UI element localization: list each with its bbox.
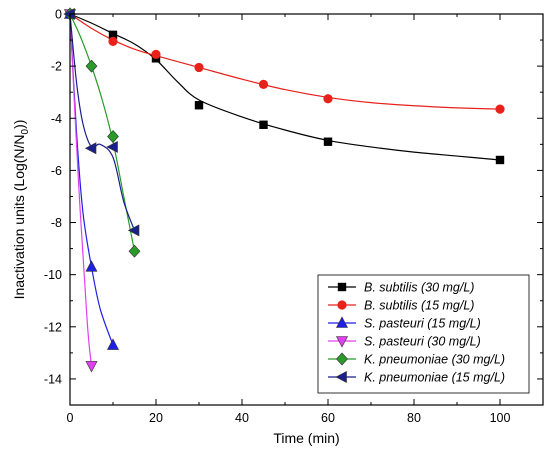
data-point-s3-2: [85, 260, 98, 272]
data-point-s2-2: [108, 36, 118, 46]
legend-item-1: B. subtilis (30 mg/L): [328, 281, 474, 295]
y-tick-label: -14: [44, 372, 62, 386]
legend-dose: (30 mg/L): [418, 281, 475, 295]
legend-species: K. pneumoniae: [364, 371, 448, 385]
legend-species: B. subtilis: [364, 299, 418, 313]
data-point-s5-4: [128, 244, 141, 258]
x-axis-title: Time (min): [273, 430, 339, 446]
data-point-s1-6: [323, 137, 333, 146]
y-tick-label: -4: [51, 112, 62, 126]
legend-box: [317, 274, 530, 394]
y-axis-title-sub: 0: [20, 128, 31, 134]
plot-frame: [69, 13, 544, 406]
legend-label: K. pneumoniae (15 mg/L): [364, 371, 505, 385]
y-tick-label: -12: [44, 320, 62, 334]
fit-curve-4: [69, 13, 93, 366]
legend-marker: [336, 316, 348, 328]
legend-marker: [337, 300, 347, 310]
legend-item-6: K. pneumoniae (15 mg/L): [328, 371, 505, 385]
y-tick-label: -6: [51, 164, 62, 178]
x-tick-label: 100: [490, 411, 511, 425]
data-point-s1-7: [495, 155, 505, 165]
fit-curve-2: [69, 13, 501, 110]
legend-dose: (30 mg/L): [424, 335, 481, 349]
y-axis-title: Inactivation units (Log(N/N0)): [11, 120, 31, 300]
data-point-s1-5: [259, 120, 268, 129]
data-point-s2-4: [194, 62, 204, 73]
legend-dose: (15 mg/L): [448, 371, 505, 385]
legend-marker: [336, 336, 348, 348]
y-tick-label: 0: [55, 8, 62, 22]
legend-label: S. pasteuri (15 mg/L): [364, 317, 481, 331]
y-tick-label: -8: [51, 216, 62, 230]
legend-dose: (15 mg/L): [418, 299, 475, 313]
x-tick-label: 0: [67, 411, 74, 425]
legend-species: S. pasteuri: [364, 335, 425, 349]
legend-marker: [336, 352, 348, 366]
data-point-s2-5: [258, 79, 269, 89]
y-tick-label: -2: [51, 60, 62, 74]
legend-marker: [335, 371, 347, 383]
data-point-s4-2: [85, 361, 98, 373]
x-tick-label: 80: [407, 411, 421, 425]
legend-item-2: B. subtilis (15 mg/L): [328, 299, 474, 313]
data-point-s6-3: [106, 140, 118, 153]
legend-item-5: K. pneumoniae (30 mg/L): [328, 353, 505, 367]
y-axis-title-main: Inactivation units (Log(N/N: [11, 134, 27, 299]
axes: 0 20 40 60 80 100 0 -2 -4 -6 -8 -10 -12 -14: [44, 8, 544, 425]
legend-species: B. subtilis: [364, 281, 418, 295]
legend-label: B. subtilis (30 mg/L): [364, 281, 474, 295]
data-point-s2-7: [495, 104, 505, 114]
y-axis-title-end: )): [11, 120, 27, 129]
data-point-s6-2: [84, 142, 97, 155]
legend-marker: [337, 282, 347, 292]
legend-species: S. pasteuri: [364, 317, 425, 331]
legend-label: K. pneumoniae (30 mg/L): [364, 353, 505, 367]
data-point-s1-2: [108, 30, 118, 40]
data-point-s2-3: [151, 49, 161, 60]
fit-curve-5: [69, 13, 136, 252]
data-point-s6-4: [127, 224, 140, 237]
x-tick-label: 20: [149, 411, 163, 425]
data-point-s3-3: [107, 338, 119, 350]
legend-dose: (15 mg/L): [424, 317, 481, 331]
data-point-s5-3: [107, 130, 119, 143]
legend-dose: (30 mg/L): [448, 353, 505, 367]
legend: B. subtilis (30 mg/L)B. subtilis (15 mg/…: [317, 274, 530, 394]
legend-label: B. subtilis (15 mg/L): [364, 299, 474, 313]
data-point-s5-2: [85, 59, 98, 73]
x-tick-label: 40: [235, 411, 249, 425]
legend-item-3: S. pasteuri (15 mg/L): [328, 316, 481, 331]
data-markers: [63, 7, 505, 373]
legend-label: S. pasteuri (30 mg/L): [364, 335, 481, 349]
fit-curve-1: [69, 13, 501, 161]
data-point-s2-6: [323, 94, 333, 104]
legend-species: K. pneumoniae: [364, 353, 448, 367]
legend-item-4: S. pasteuri (30 mg/L): [328, 335, 481, 349]
data-point-s1-4: [194, 101, 204, 110]
y-tick-label: -10: [44, 268, 62, 282]
x-tick-label: 60: [321, 411, 335, 425]
